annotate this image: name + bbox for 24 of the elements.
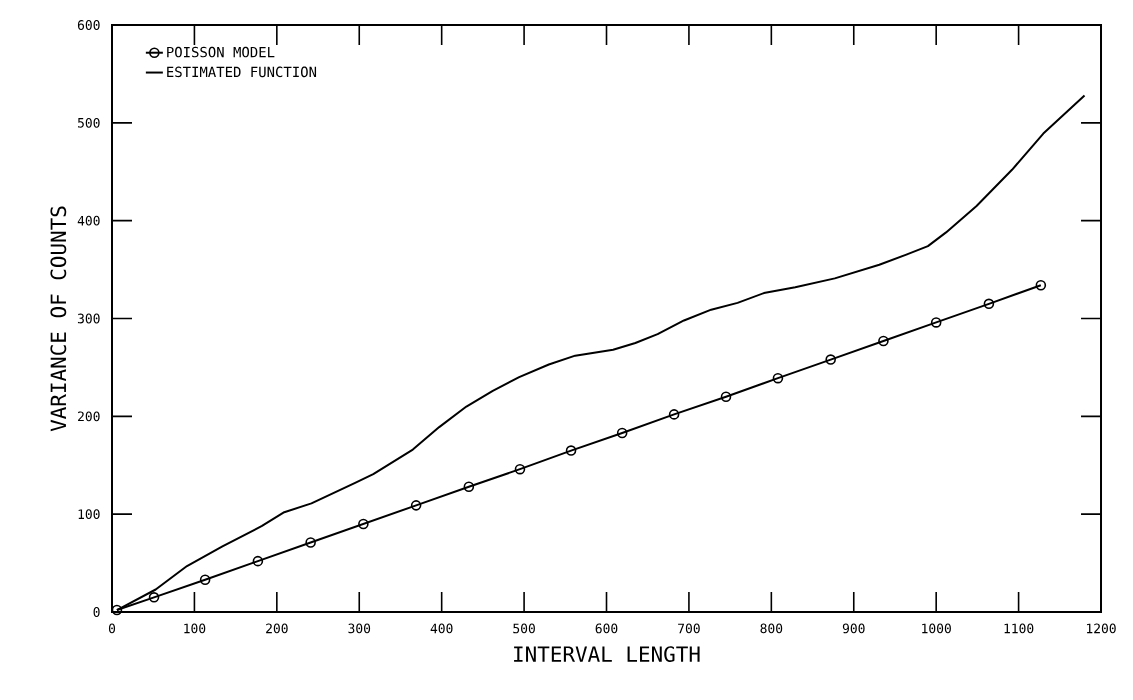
legend-label: POISSON MODEL <box>167 46 275 58</box>
y-tick-label: 500 <box>78 117 100 128</box>
y-tick-label: 200 <box>78 411 100 422</box>
x-tick-label: 1100 <box>1004 623 1034 634</box>
x-tick-label: 900 <box>842 623 865 634</box>
x-tick-label: 100 <box>184 623 206 634</box>
x-tick-label: 600 <box>595 623 618 634</box>
x-axis-title: INTERVAL LENGTH <box>514 646 700 662</box>
y-tick-label: 600 <box>77 20 100 30</box>
x-tick-label: 800 <box>760 623 783 634</box>
y-tick-label: 0 <box>93 607 100 617</box>
x-tick-label: 400 <box>430 623 453 634</box>
x-tick-label: 0 <box>108 623 116 634</box>
x-tick-label: 700 <box>678 623 700 634</box>
x-tick-label: 1200 <box>1086 623 1116 634</box>
x-tick-label: 500 <box>513 623 535 634</box>
y-axis-title: VARIANCE OF COUNTS <box>50 206 67 432</box>
x-tick-label: 300 <box>348 623 371 634</box>
y-tick-label: 100 <box>78 509 100 520</box>
x-tick-label: 1000 <box>922 623 951 634</box>
y-tick-label: 300 <box>77 313 100 324</box>
legend-label: ESTIMATED FUNCTION <box>167 66 317 78</box>
y-tick-label: 400 <box>77 215 100 226</box>
x-tick-label: 200 <box>266 623 288 634</box>
